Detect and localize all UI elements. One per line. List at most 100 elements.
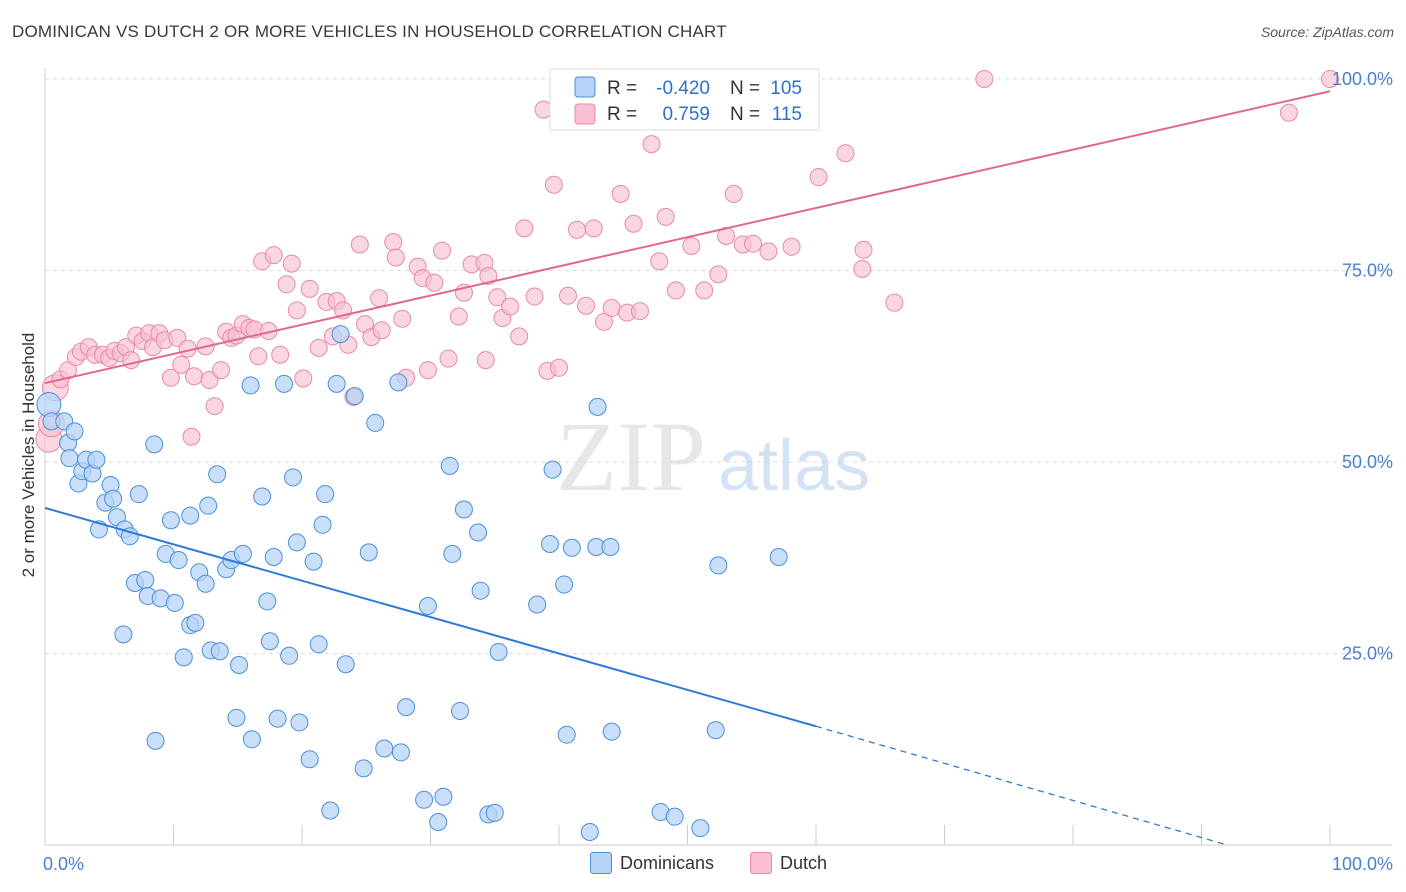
- dutch-point: [264, 246, 283, 265]
- dominican-point: [555, 575, 574, 594]
- dutch-point: [1321, 70, 1339, 88]
- dominican-point: [345, 387, 364, 406]
- dominican-point: [359, 543, 378, 562]
- dominican-point: [120, 527, 139, 546]
- dutch-point: [666, 281, 685, 300]
- dominican-point: [602, 722, 621, 741]
- dominican-point: [260, 632, 279, 651]
- dutch-point: [853, 259, 872, 278]
- dutch-point: [350, 235, 369, 254]
- legend-swatch-dutch-bottom: [750, 852, 773, 874]
- dutch-point: [885, 293, 904, 312]
- legend-r-value-2: 0.759: [662, 104, 710, 125]
- dutch-point: [695, 281, 714, 300]
- dominican-point: [242, 730, 261, 749]
- dutch-point: [370, 289, 389, 308]
- dominican-point: [709, 556, 728, 575]
- dominican-point: [471, 581, 490, 600]
- dominican-point: [331, 325, 350, 344]
- dominican-point: [199, 496, 218, 515]
- legend-n-label-2: N =: [730, 104, 760, 125]
- dominican-point: [321, 801, 340, 820]
- dominican-point: [375, 739, 394, 758]
- dominican-point: [418, 597, 437, 616]
- dutch-point: [249, 347, 268, 366]
- dominican-point: [230, 655, 249, 674]
- dominican-point: [114, 625, 133, 644]
- dominican-point: [691, 819, 710, 838]
- dominican-point: [210, 642, 229, 661]
- y-tick-label-1: 50.0%: [1342, 452, 1393, 472]
- dominican-point: [300, 750, 319, 769]
- dominican-point: [391, 743, 410, 762]
- legend-swatch-dutch: [574, 103, 596, 125]
- dominican-point: [429, 813, 448, 832]
- dominican-point: [136, 570, 155, 589]
- dutch-point: [744, 234, 763, 253]
- dominican-point: [280, 646, 299, 665]
- dutch-point: [682, 236, 701, 255]
- dominican-point: [165, 593, 184, 612]
- dominican-point: [562, 538, 581, 557]
- dominican-point: [174, 648, 193, 667]
- dutch-point: [476, 351, 495, 370]
- legend-r-value-1: -0.420: [656, 78, 710, 99]
- dutch-point: [205, 397, 224, 416]
- dominican-point: [161, 511, 180, 530]
- legend-swatch-dominicans-bottom: [590, 852, 612, 874]
- dominican-point: [543, 460, 562, 479]
- dominican-point: [528, 595, 547, 614]
- dutch-trend-line: [44, 90, 1331, 385]
- legend-item-dutch[interactable]: Dutch: [750, 852, 827, 874]
- dominican-point: [258, 592, 277, 611]
- watermark: ZIP atlas: [556, 401, 870, 512]
- dominican-point: [264, 547, 283, 566]
- dutch-point: [656, 207, 675, 226]
- dutch-point: [393, 309, 412, 328]
- dominican-point: [706, 721, 725, 740]
- dominican-point: [241, 376, 260, 395]
- y-tick-label-3: 100.0%: [1332, 69, 1393, 89]
- dutch-point: [425, 273, 444, 292]
- dominican-point: [366, 413, 385, 432]
- dominican-point: [440, 456, 459, 475]
- dominican-point: [145, 435, 164, 454]
- dutch-point: [309, 338, 328, 357]
- dominican-point: [489, 642, 508, 661]
- dominicans-trend-line: [44, 506, 817, 728]
- dutch-point: [650, 252, 669, 271]
- dominican-point: [389, 373, 408, 392]
- dutch-point: [584, 219, 603, 238]
- dominican-point: [601, 538, 620, 557]
- dutch-point: [550, 358, 568, 377]
- legend-item-dominicans[interactable]: Dominicans: [590, 852, 714, 874]
- dominican-point: [181, 506, 200, 525]
- dominican-point: [316, 485, 335, 504]
- dutch-point: [576, 296, 595, 315]
- dutch-point: [809, 168, 828, 187]
- dominican-point: [327, 374, 346, 393]
- legend-label-dominicans: Dominicans: [620, 852, 715, 873]
- dominicans-points: [36, 325, 788, 841]
- dominican-point: [541, 534, 560, 553]
- dutch-point: [854, 240, 873, 259]
- dominican-point: [60, 449, 79, 468]
- dutch-points: [35, 70, 1339, 453]
- dutch-point: [488, 288, 507, 307]
- dutch-point: [558, 286, 577, 305]
- dutch-point: [479, 266, 498, 285]
- dutch-point: [630, 302, 649, 321]
- dutch-point: [287, 301, 306, 320]
- legend-swatch-dominicans: [574, 76, 596, 98]
- dominican-point: [104, 489, 123, 508]
- dutch-point: [642, 135, 661, 154]
- dominican-point: [309, 635, 328, 654]
- dominican-point: [284, 468, 303, 487]
- x-tick-label-1: 100.0%: [1332, 854, 1393, 874]
- dominican-point: [268, 709, 287, 728]
- dominican-point: [169, 551, 188, 570]
- dominican-point: [208, 465, 227, 484]
- dominican-point: [313, 515, 332, 534]
- dutch-point: [782, 237, 801, 256]
- dutch-point: [185, 367, 204, 386]
